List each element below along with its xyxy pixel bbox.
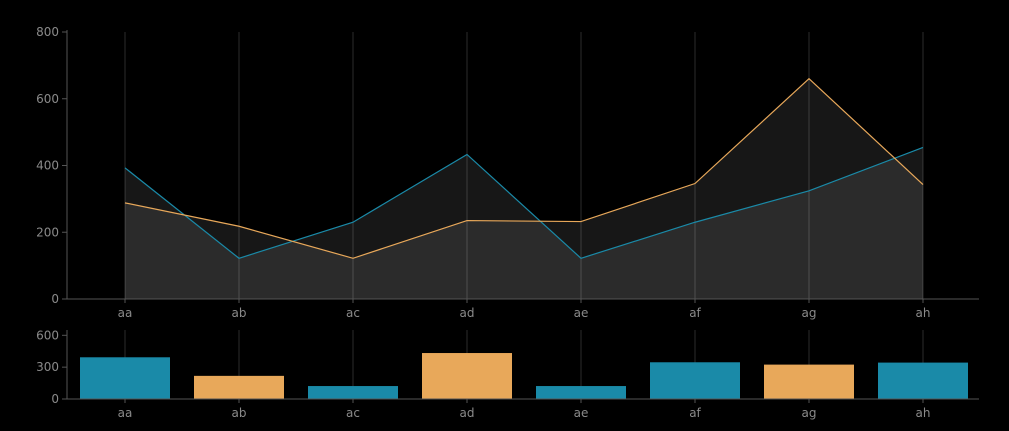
bar [422, 353, 512, 399]
top-y-tick-label: 400 [36, 159, 59, 173]
bottom-x-tick-label: ab [232, 406, 247, 420]
line-area-chart: 0 200 400 600 800 aa ab ac ad ae af ag ah [36, 25, 979, 320]
top-x-tick-label: aa [118, 306, 133, 320]
bottom-x-tick-label: ae [574, 406, 589, 420]
bar [650, 362, 740, 399]
bottom-x-tick-label: af [689, 406, 701, 420]
bar [194, 375, 284, 399]
bar [308, 386, 398, 399]
top-x-tick-label: ag [802, 306, 817, 320]
bottom-x-tick-label: ag [802, 406, 817, 420]
bottom-x-tick-label: ah [916, 406, 931, 420]
bar [80, 357, 170, 399]
bottom-x-tick-label: ad [460, 406, 475, 420]
series-2-line [124, 77, 924, 259]
top-x-tick-label: af [689, 306, 701, 320]
bottom-x-tick-label: aa [118, 406, 133, 420]
series-1-line [124, 146, 924, 259]
bottom-y-tick-label: 0 [51, 392, 59, 406]
bar [878, 362, 968, 399]
top-x-tick-label: ae [574, 306, 589, 320]
bar [764, 364, 854, 399]
top-y-tick-label: 800 [36, 25, 59, 39]
series-1-area [125, 147, 923, 299]
top-x-tick-label: ac [346, 306, 360, 320]
bar [536, 386, 626, 399]
bottom-y-tick-label: 600 [36, 328, 59, 342]
bottom-y-tick-label: 300 [36, 360, 59, 374]
top-x-tick-label: ah [916, 306, 931, 320]
series-2-area [125, 78, 923, 299]
bottom-x-tick-label: ac [346, 406, 360, 420]
top-x-tick-label: ab [232, 306, 247, 320]
bar-chart: 0 300 600 aa ab ac ad ae af ag ah [36, 328, 979, 420]
top-y-tick-label: 600 [36, 92, 59, 106]
top-y-tick-label: 0 [51, 292, 59, 306]
top-y-tick-label: 200 [36, 225, 59, 239]
top-x-tick-label: ad [460, 306, 475, 320]
